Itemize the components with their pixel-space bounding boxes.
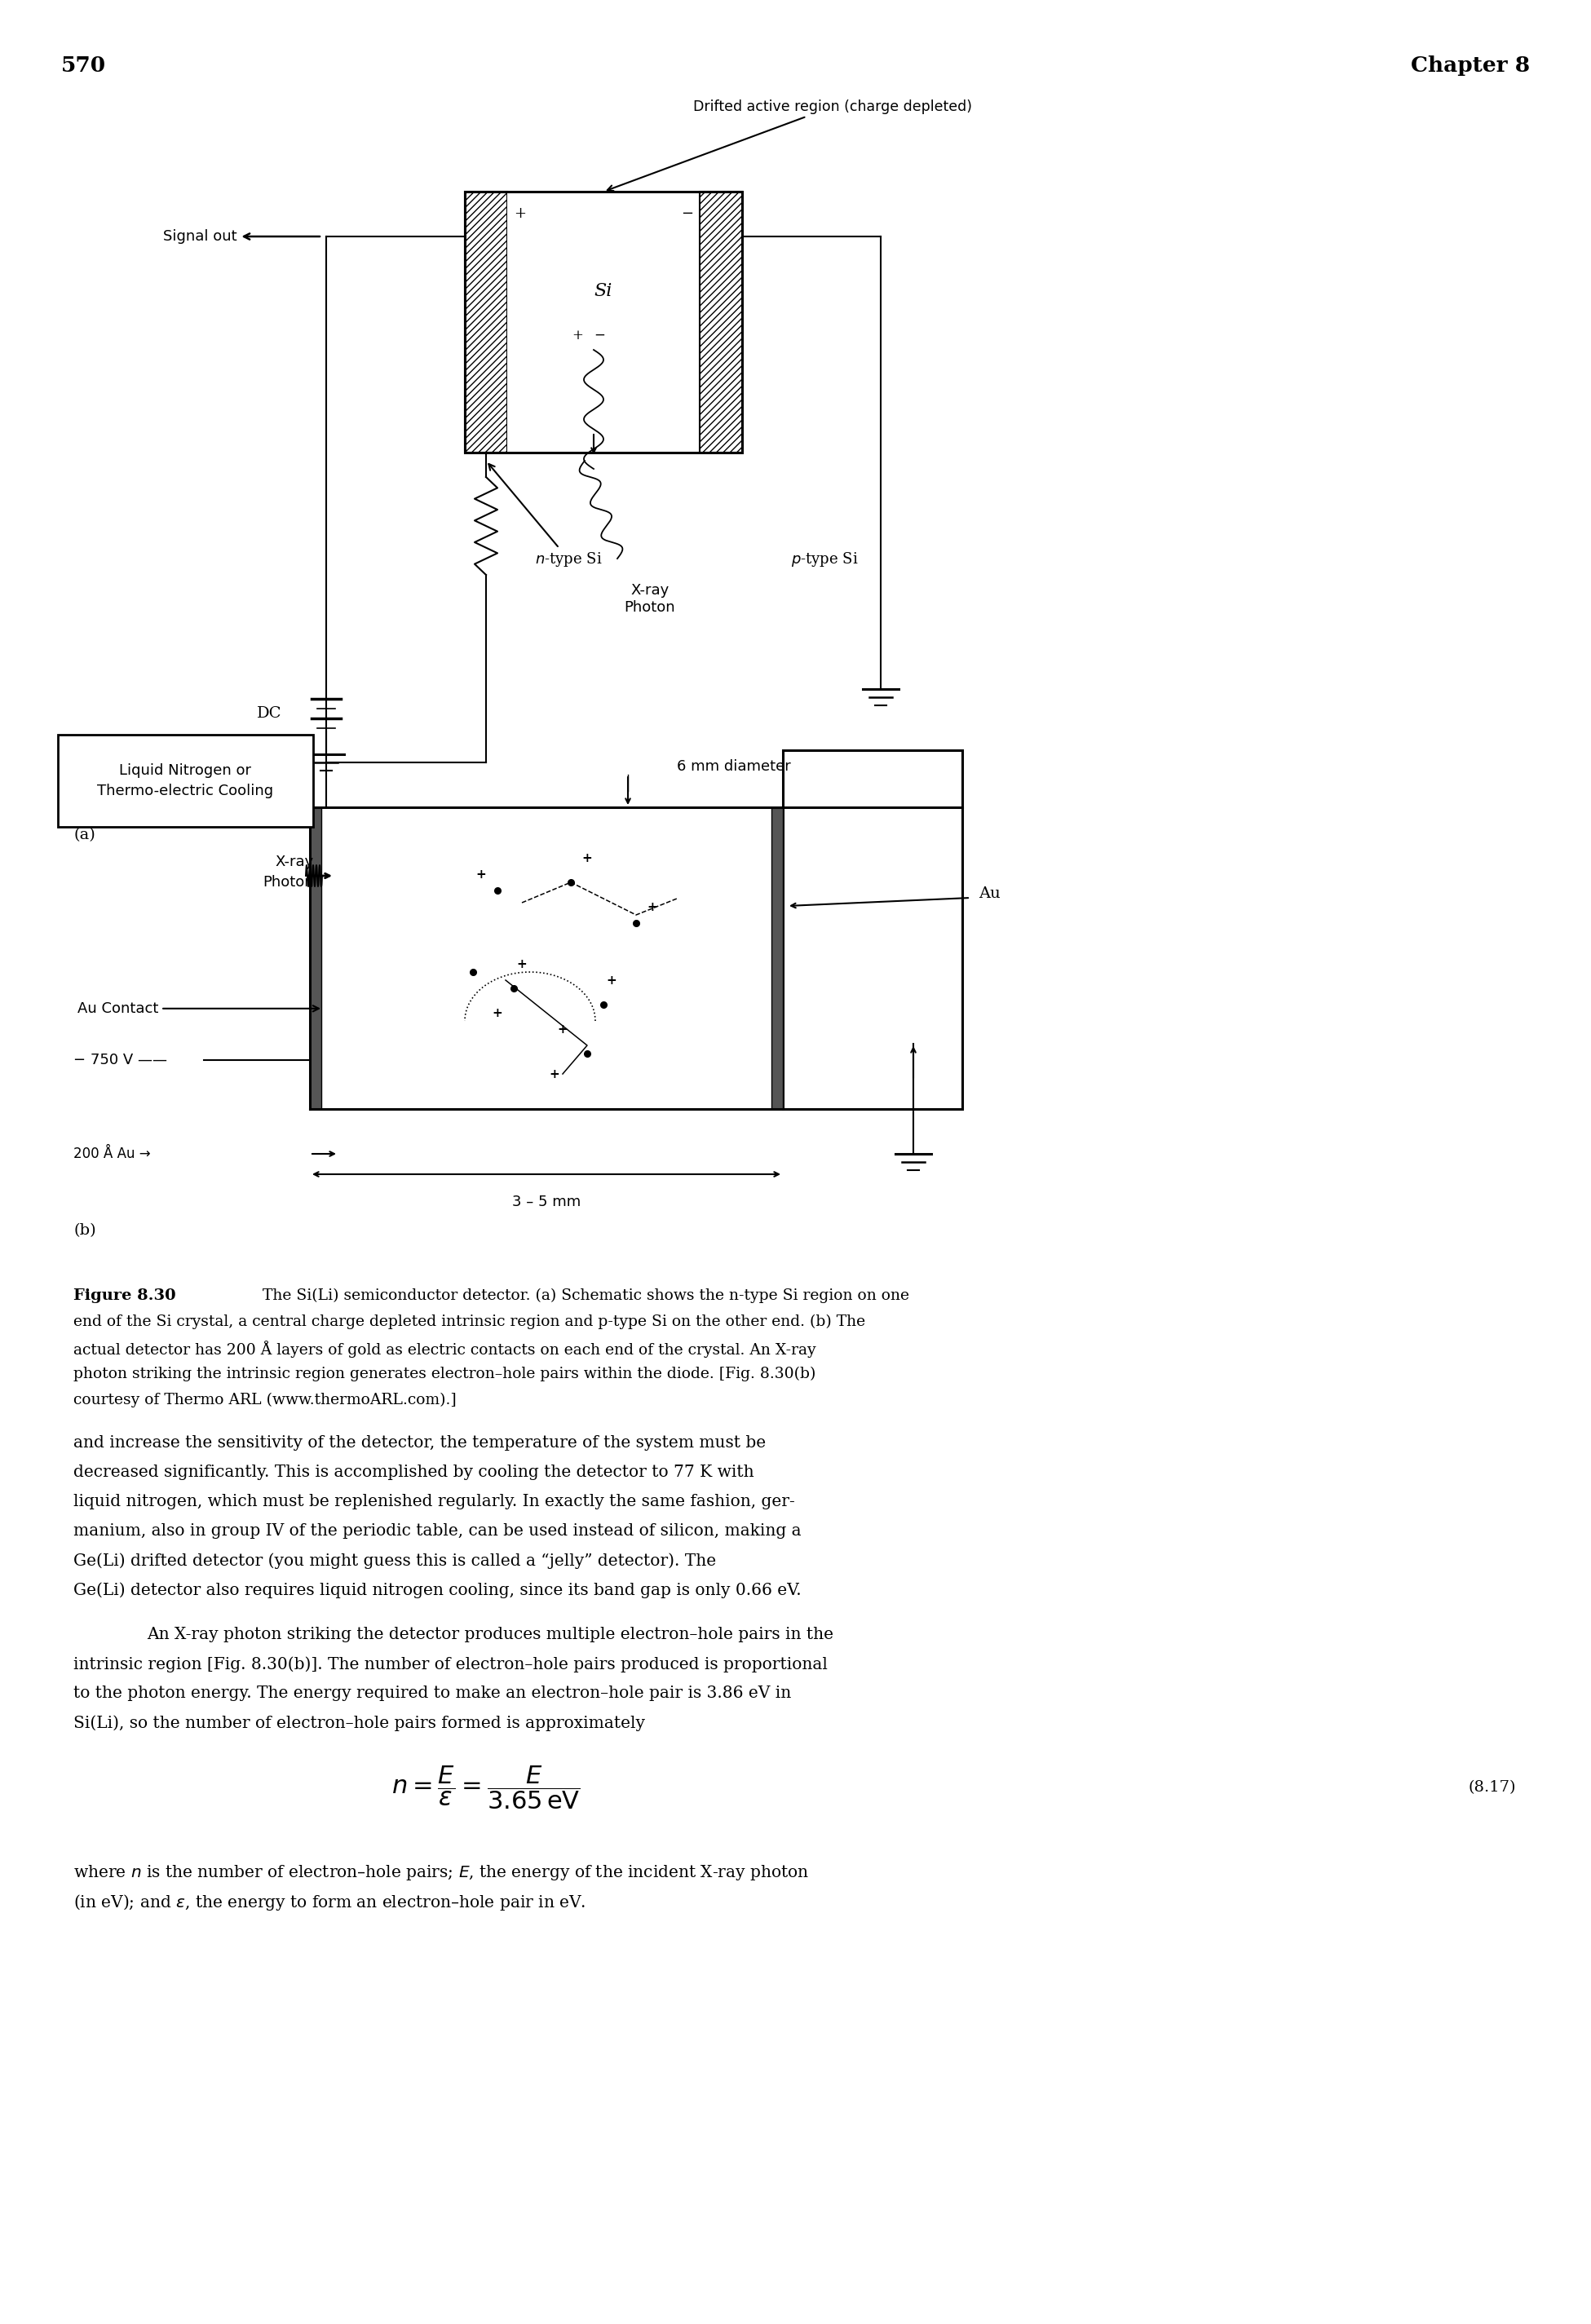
FancyBboxPatch shape — [57, 734, 313, 827]
Text: Figure 8.30: Figure 8.30 — [73, 1287, 177, 1304]
Text: − 750 V ——: − 750 V —— — [73, 1053, 167, 1067]
Text: +: + — [549, 1067, 560, 1081]
Text: end of the Si crystal, a central charge depleted intrinsic region and p-type Si : end of the Si crystal, a central charge … — [73, 1315, 866, 1329]
Text: +: + — [648, 902, 657, 913]
Text: where $n$ is the number of electron–hole pairs; $E$, the energy of the incident : where $n$ is the number of electron–hole… — [73, 1864, 808, 1882]
Text: +: + — [571, 328, 582, 342]
Bar — [772, 806, 783, 1109]
Bar — [465, 191, 508, 453]
Text: −: − — [593, 328, 605, 342]
Text: X-ray
Photon: X-ray Photon — [263, 855, 313, 890]
Text: The Si(Li) semiconductor detector. (a) Schematic shows the n-type Si region on o: The Si(Li) semiconductor detector. (a) S… — [253, 1287, 910, 1304]
Text: Ge(Li) drifted detector (you might guess this is called a “jelly” detector). The: Ge(Li) drifted detector (you might guess… — [73, 1552, 716, 1569]
Text: +: + — [557, 1023, 568, 1034]
Text: +: + — [476, 869, 487, 881]
Text: Au: Au — [978, 885, 1001, 902]
Bar — [508, 191, 700, 453]
Bar — [465, 191, 741, 453]
Text: Drifted active region (charge depleted): Drifted active region (charge depleted) — [608, 100, 972, 191]
Bar — [783, 751, 963, 1109]
Text: +: + — [517, 957, 527, 969]
Text: +: + — [606, 974, 617, 985]
Text: intrinsic region [Fig. 8.30(b)]. The number of electron–hole pairs produced is p: intrinsic region [Fig. 8.30(b)]. The num… — [73, 1657, 827, 1673]
Text: to the photon energy. The energy required to make an electron–hole pair is 3.86 : to the photon energy. The energy require… — [73, 1685, 791, 1701]
Bar — [310, 806, 783, 1109]
Text: actual detector has 200 Å layers of gold as electric contacts on each end of the: actual detector has 200 Å layers of gold… — [73, 1341, 816, 1357]
Text: Si(Li), so the number of electron–hole pairs formed is approximately: Si(Li), so the number of electron–hole p… — [73, 1715, 644, 1731]
Text: photon striking the intrinsic region generates electron–hole pairs within the di: photon striking the intrinsic region gen… — [73, 1367, 816, 1380]
Text: An X-ray photon striking the detector produces multiple electron–hole pairs in t: An X-ray photon striking the detector pr… — [146, 1627, 834, 1643]
Text: DC: DC — [256, 706, 282, 720]
Text: $n = \dfrac{E}{\varepsilon} = \dfrac{E}{3.65\,\mathrm{eV}}$: $n = \dfrac{E}{\varepsilon} = \dfrac{E}{… — [391, 1764, 581, 1810]
Text: $p$-type Si: $p$-type Si — [791, 551, 859, 569]
Text: Au Contact: Au Contact — [78, 1002, 318, 1016]
Bar — [310, 806, 321, 1109]
Text: 200 Å Au →: 200 Å Au → — [73, 1146, 151, 1162]
Text: Ge(Li) detector also requires liquid nitrogen cooling, since its band gap is onl: Ge(Li) detector also requires liquid nit… — [73, 1583, 802, 1599]
Text: 6 mm diameter: 6 mm diameter — [676, 760, 791, 774]
Text: $n$-type Si: $n$-type Si — [488, 465, 603, 569]
Text: manium, also in group IV of the periodic table, can be used instead of silicon, : manium, also in group IV of the periodic… — [73, 1522, 802, 1538]
Text: (b): (b) — [73, 1222, 95, 1239]
Text: −: − — [681, 207, 694, 221]
Text: +: + — [514, 207, 527, 221]
Text: (in eV); and $\varepsilon$, the energy to form an electron–hole pair in eV.: (in eV); and $\varepsilon$, the energy t… — [73, 1892, 585, 1913]
Text: liquid nitrogen, which must be replenished regularly. In exactly the same fashio: liquid nitrogen, which must be replenish… — [73, 1494, 796, 1508]
Text: and increase the sensitivity of the detector, the temperature of the system must: and increase the sensitivity of the dete… — [73, 1436, 765, 1450]
Text: +: + — [582, 851, 592, 865]
Text: courtesy of Thermo ARL (www.thermoARL.com).]: courtesy of Thermo ARL (www.thermoARL.co… — [73, 1392, 457, 1408]
Text: 570: 570 — [60, 56, 107, 77]
Text: +: + — [492, 1006, 503, 1018]
Text: Si: Si — [595, 281, 613, 300]
Text: Liquid Nitrogen or
Thermo-electric Cooling: Liquid Nitrogen or Thermo-electric Cooli… — [97, 762, 274, 799]
Text: Signal out: Signal out — [164, 230, 320, 244]
Text: (a): (a) — [73, 827, 95, 841]
Text: Chapter 8: Chapter 8 — [1411, 56, 1531, 77]
Text: (8.17): (8.17) — [1468, 1780, 1516, 1794]
Text: 3 – 5 mm: 3 – 5 mm — [512, 1195, 581, 1208]
Text: X-ray
Photon: X-ray Photon — [624, 583, 676, 614]
Bar — [700, 191, 741, 453]
Text: decreased significantly. This is accomplished by cooling the detector to 77 K wi: decreased significantly. This is accompl… — [73, 1464, 754, 1480]
